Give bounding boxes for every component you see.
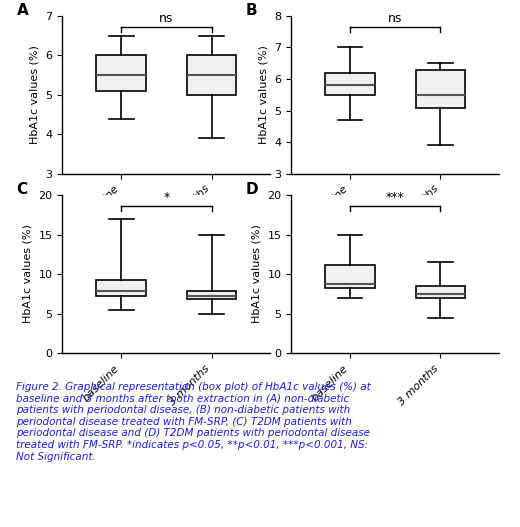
Text: A: A [17,3,29,18]
Text: C: C [17,182,28,197]
PathPatch shape [325,73,375,95]
Y-axis label: HbA1c values (%): HbA1c values (%) [23,225,33,324]
PathPatch shape [187,291,237,299]
Text: Figure 2. Graphical representation (box plot) of HbA1c values (%) at
baseline an: Figure 2. Graphical representation (box … [16,382,370,462]
Text: ns: ns [388,12,402,25]
Text: *: * [163,191,170,204]
Text: ns: ns [159,12,174,25]
PathPatch shape [96,279,146,296]
PathPatch shape [415,286,465,298]
PathPatch shape [187,55,237,95]
Text: ***: *** [386,191,405,204]
PathPatch shape [96,55,146,91]
Y-axis label: HbA1c values (%): HbA1c values (%) [30,45,40,144]
Text: D: D [245,182,258,197]
Y-axis label: HbA1c values (%): HbA1c values (%) [259,45,269,144]
Y-axis label: HbA1c values (%): HbA1c values (%) [252,225,262,324]
PathPatch shape [325,265,375,288]
PathPatch shape [415,70,465,108]
Text: B: B [245,3,257,18]
